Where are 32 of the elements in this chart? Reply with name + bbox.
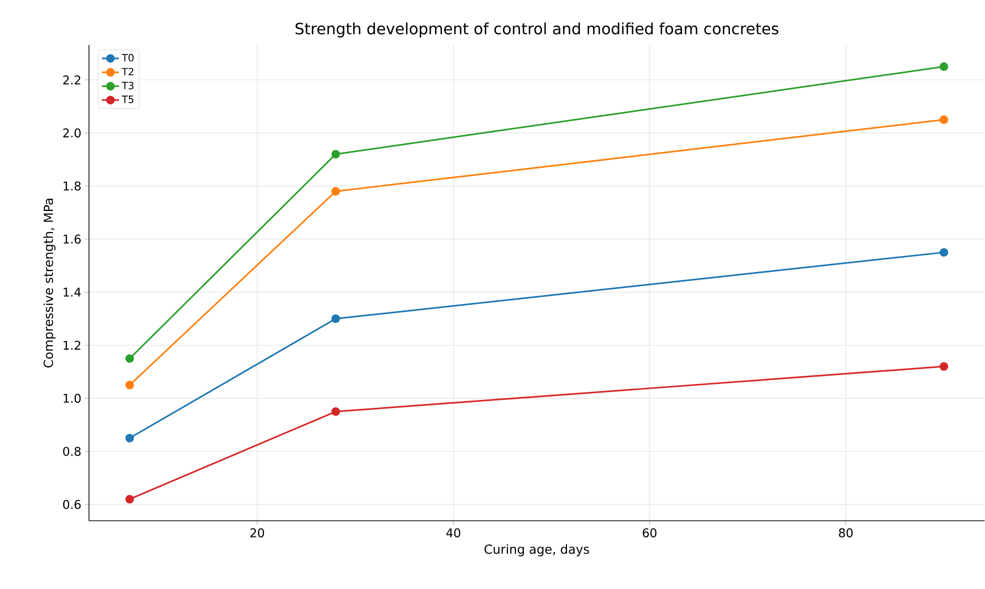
chart-title: Strength development of control and modified foam concretes xyxy=(296,22,778,38)
y-axis-title: Compressive strength, MPa xyxy=(43,198,56,368)
y-tick-label: 1.0 xyxy=(64,394,81,403)
x-axis-title: Curing age, days xyxy=(484,544,590,556)
y-tick-label: 1.8 xyxy=(64,182,81,191)
x-tick-label: 40 xyxy=(446,528,460,538)
point xyxy=(331,407,340,416)
x-tick-label: 60 xyxy=(642,528,656,538)
y-tick-label: 1.6 xyxy=(64,234,81,244)
point xyxy=(331,150,340,159)
point xyxy=(331,314,340,324)
point xyxy=(331,187,340,196)
y-tick-label: 2.0 xyxy=(63,128,81,138)
point xyxy=(125,494,134,504)
x-tick-label: 80 xyxy=(838,528,853,538)
y-tick-label: 0.6 xyxy=(63,500,81,510)
legend-label: T5 xyxy=(122,96,134,104)
point xyxy=(125,354,134,363)
point xyxy=(940,116,948,124)
y-tick-label: 0.8 xyxy=(63,446,81,456)
point xyxy=(125,434,134,443)
legend-label: T0 xyxy=(122,54,134,62)
y-tick-label: 1.2 xyxy=(64,340,80,350)
y-tick-label: 1.4 xyxy=(64,288,81,297)
point xyxy=(125,380,134,390)
point xyxy=(940,248,948,257)
legend-label: T3 xyxy=(122,82,134,90)
legend-label: T2 xyxy=(122,68,134,76)
point xyxy=(940,62,948,72)
x-tick-label: 20 xyxy=(250,528,264,538)
point xyxy=(940,362,948,371)
y-tick-label: 2.2 xyxy=(63,76,80,84)
